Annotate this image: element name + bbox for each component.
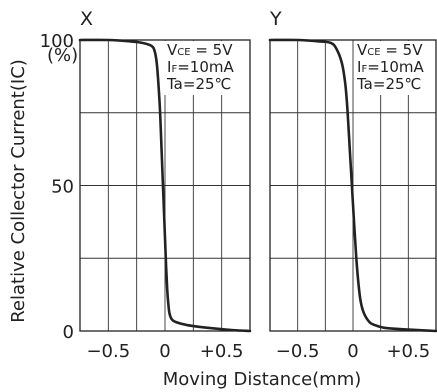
y-tick-label: 0 xyxy=(63,322,74,343)
y-tick-label: 50 xyxy=(51,177,74,198)
panel-x-conditions-bg xyxy=(163,41,249,95)
panel-x-y-ticks: 0 50 100 xyxy=(40,31,74,343)
panel-x-x-ticks: −0.5 0 +0.5 xyxy=(86,341,243,362)
panel-y-conditions-bg xyxy=(355,41,435,95)
panel-y-condition-0: VCE = 5V xyxy=(357,41,423,59)
y-tick-label: 100 xyxy=(40,31,74,52)
panel-y-x-tick-label: 0 xyxy=(347,341,358,362)
panel-y-x-tick-label: +0.5 xyxy=(386,341,430,362)
x-axis-title: Moving Distance(mm) xyxy=(163,369,362,390)
panel-y-x-ticks: −0.5 0 +0.5 xyxy=(276,341,430,362)
panel-y-title: Y xyxy=(269,8,282,30)
y-axis-title: Relative Collector Current(IC) xyxy=(8,59,29,323)
panel-x-x-tick-label: +0.5 xyxy=(200,341,244,362)
panel-x-condition-2: Ta=25℃ xyxy=(166,75,231,93)
panel-x-title: X xyxy=(80,8,93,30)
panel-x-x-tick-label: 0 xyxy=(159,341,170,362)
y-unit-label: (%) xyxy=(47,45,78,66)
panel-x-frame xyxy=(79,39,251,332)
panel-y-x-tick-label: −0.5 xyxy=(276,341,320,362)
panel-x-curve xyxy=(78,38,252,333)
panel-x-x-tick-label: −0.5 xyxy=(86,341,130,362)
panel-y-curve xyxy=(268,38,437,333)
panel-x-condition-0: VCE = 5V xyxy=(167,41,233,59)
panel-y-condition-2: Ta=25℃ xyxy=(356,75,421,93)
panel-x-condition-1: IF=10mA xyxy=(167,58,234,76)
panel-y-condition-1: IF=10mA xyxy=(357,58,424,76)
panel-y-frame xyxy=(269,39,437,332)
